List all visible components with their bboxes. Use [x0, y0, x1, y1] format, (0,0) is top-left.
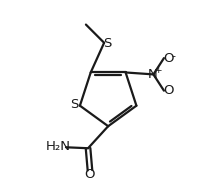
Text: S: S: [70, 98, 79, 111]
Text: -: -: [172, 51, 176, 61]
Text: O: O: [163, 84, 173, 97]
Text: S: S: [103, 37, 111, 50]
Text: N: N: [148, 68, 157, 81]
Text: H₂N: H₂N: [46, 140, 71, 153]
Text: +: +: [154, 66, 161, 75]
Text: O: O: [163, 52, 173, 65]
Text: O: O: [85, 168, 95, 181]
